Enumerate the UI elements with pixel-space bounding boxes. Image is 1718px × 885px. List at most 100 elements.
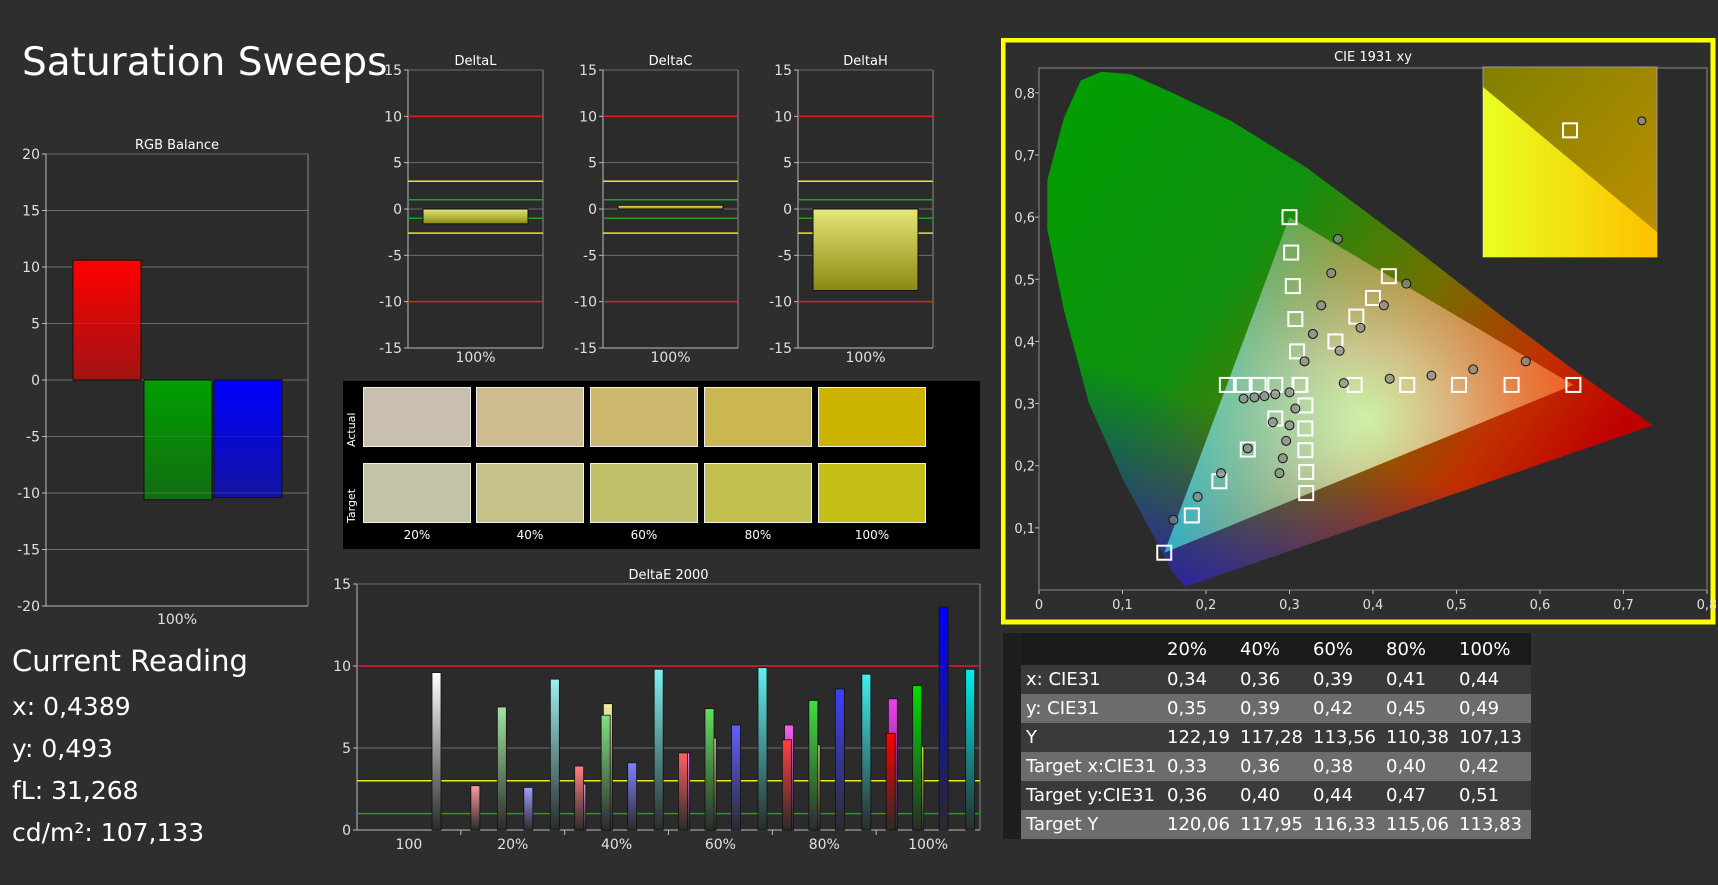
row-label: Target x:CIE31 <box>1026 756 1157 777</box>
x-tick-label: 0 <box>1035 598 1043 613</box>
measured-point <box>1270 389 1281 400</box>
measured-point <box>1401 278 1412 289</box>
target-point <box>1292 376 1309 393</box>
measured-point <box>1355 322 1366 333</box>
swatch-label: 100% <box>854 528 890 542</box>
table-row: Target y:CIE31 0,36 0,40 0,44 0,47 0,51 <box>1003 781 1531 810</box>
y-tick-label: 10 <box>22 260 40 276</box>
y-tick-label: 0 <box>393 202 402 218</box>
x-tick-label: 100% <box>650 350 690 366</box>
table-row: Target Y 120,06 117,95 116,33 115,06 113,83 <box>1003 810 1531 839</box>
target-point <box>1281 209 1298 226</box>
x-tick-label: 80% <box>809 837 840 853</box>
deltae-bar <box>496 706 507 831</box>
y-tick-label: 15 <box>384 63 402 79</box>
x-tick-label: 20% <box>497 837 528 853</box>
table-cell: 0,42 <box>1313 698 1354 719</box>
table-cell: 0,44 <box>1313 785 1354 806</box>
y-tick-label: 10 <box>774 109 792 125</box>
target-point <box>1297 442 1314 459</box>
target-point <box>1451 376 1468 393</box>
table-cell: 113,56 <box>1313 727 1376 748</box>
row-marker <box>1003 665 1021 694</box>
rgb-bar-0 <box>72 259 142 381</box>
x-tick-label: 60% <box>705 837 736 853</box>
measured-point <box>1332 233 1343 244</box>
actual-swatch <box>476 387 584 447</box>
deltae-bar <box>470 785 481 831</box>
y-tick-label: 5 <box>783 156 792 172</box>
y-tick-label: 0,7 <box>1014 149 1035 164</box>
chart-title: DeltaC <box>649 54 693 69</box>
target-point <box>1297 420 1314 437</box>
target-point <box>1283 244 1300 261</box>
target-point <box>1284 278 1301 295</box>
y-tick-label: 0,6 <box>1014 211 1035 226</box>
row-marker <box>1003 633 1021 665</box>
target-point <box>1298 463 1315 480</box>
cie-1931-chart: CIE 1931 xy 0 0,1 0,2 0,3 0,4 0,5 0,6 0,7 0,8 0,1 0… <box>1001 38 1716 625</box>
table-cell: 115,06 <box>1386 814 1449 835</box>
deltah-bar <box>812 208 919 292</box>
y-tick-label: -5 <box>388 248 402 264</box>
deltae-bar <box>653 668 664 831</box>
column-header: 60% <box>1313 638 1354 660</box>
target-point <box>1365 289 1381 306</box>
measured-point <box>1168 514 1179 525</box>
target-point <box>1234 376 1251 393</box>
deltae-bar <box>549 678 560 831</box>
reading-cdm2: cd/m²: 107,133 <box>12 818 205 847</box>
table-cell: 0,36 <box>1240 756 1281 777</box>
y-tick-label: -20 <box>17 599 40 615</box>
measured-point <box>1267 417 1278 428</box>
y-tick-label: 0,4 <box>1014 335 1035 350</box>
deltae-bar <box>885 732 896 831</box>
deltae-bar <box>938 606 949 831</box>
deltah-chart: DeltaH 15 10 5 0 -5 -10 -15 100% <box>769 54 934 366</box>
measured-point <box>1277 453 1288 464</box>
table-cell: 0,42 <box>1459 756 1500 777</box>
row-marker <box>1003 752 1021 781</box>
x-tick-label: 0,1 <box>1112 598 1133 613</box>
chart-title: DeltaL <box>455 54 498 69</box>
swatch-label: 20% <box>403 528 431 542</box>
page-title: Saturation Sweeps <box>22 40 388 85</box>
table-cell: 0,45 <box>1386 698 1427 719</box>
rgb-bar-1 <box>143 379 213 501</box>
target-point <box>1380 268 1397 285</box>
table-cell: 0,49 <box>1459 698 1500 719</box>
deltae-bar <box>912 685 923 831</box>
reading-y: y: 0,493 <box>12 734 113 763</box>
current-reading-title: Current Reading <box>12 644 248 678</box>
deltae-bar <box>861 673 872 831</box>
y-tick-label: 5 <box>588 156 597 172</box>
chart-title: DeltaH <box>843 54 887 69</box>
measured-point <box>1378 300 1389 311</box>
actual-swatch <box>363 387 471 447</box>
measured-point <box>1299 356 1310 367</box>
table-cell: 0,36 <box>1167 785 1208 806</box>
y-tick-label: 5 <box>31 317 40 333</box>
table-cell: 0,39 <box>1240 698 1281 719</box>
y-tick-label: -15 <box>574 341 597 357</box>
deltae-bar <box>627 762 638 831</box>
deltac-chart: DeltaC 15 10 5 0 -5 -10 -15 100% <box>574 54 739 366</box>
swatch-panel: Actual Target 20% 40% 60% 80% 100% <box>343 381 980 549</box>
y-tick-label: -15 <box>769 341 792 357</box>
y-tick-label: 5 <box>342 741 351 757</box>
x-tick-label: 0,6 <box>1530 598 1551 613</box>
x-tick-label: 0,3 <box>1279 598 1300 613</box>
table-cell: 0,39 <box>1313 669 1354 690</box>
deltae-bar <box>731 724 741 831</box>
deltae-bar <box>600 714 611 831</box>
current-reading-panel: Current Reading x: 0,4389 y: 0,493 fL: 3… <box>12 640 248 854</box>
deltae-bar <box>757 667 768 831</box>
swatch-label: 60% <box>630 528 658 542</box>
measured-point <box>1238 393 1249 404</box>
table-cell: 107,13 <box>1459 727 1522 748</box>
y-tick-label: -10 <box>769 295 792 311</box>
target-point <box>1218 376 1235 393</box>
deltae-bar <box>704 708 715 831</box>
deltae-bar <box>965 668 976 831</box>
target-point <box>1289 343 1306 360</box>
